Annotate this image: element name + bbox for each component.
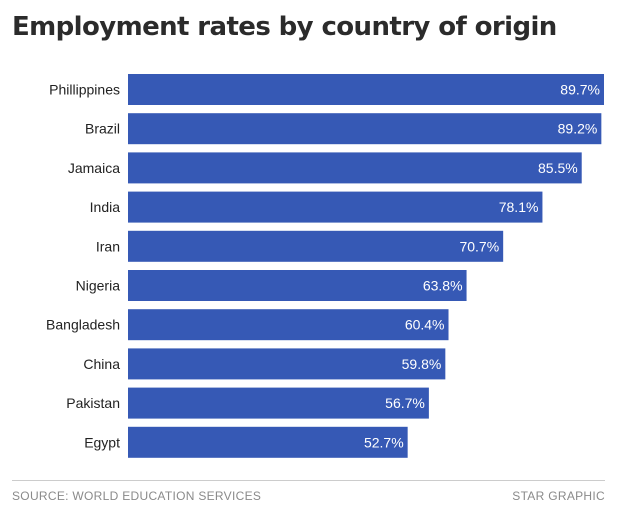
value-label-bangladesh: 60.4% [405,317,445,333]
category-label-brazil: Brazil [85,121,120,137]
bar-nigeria [128,270,467,301]
footer-divider [12,480,605,481]
value-label-nigeria: 63.8% [423,278,463,294]
bar-india [128,191,543,223]
bar-brazil [128,113,602,145]
value-label-china: 59.8% [402,356,442,372]
value-label-jamaica: 85.5% [538,160,578,176]
bar-china [128,348,446,380]
category-label-pakistan: Pakistan [66,395,120,411]
category-label-nigeria: Nigeria [76,278,121,294]
bar-iran [128,230,504,262]
bar-phillippines [128,74,604,105]
value-label-brazil: 89.2% [558,121,598,137]
category-label-phillippines: Phillippines [49,82,120,98]
category-label-egypt: Egypt [84,434,120,450]
bar-pakistan [128,387,429,419]
value-label-pakistan: 56.7% [385,395,425,411]
category-label-jamaica: Jamaica [68,160,120,176]
value-label-iran: 70.7% [459,238,499,254]
value-label-egypt: 52.7% [364,434,404,450]
category-label-bangladesh: Bangladesh [46,317,120,333]
value-label-phillippines: 89.7% [560,82,600,98]
graphic-credit: STAR GRAPHIC [512,489,605,503]
bar-jamaica [128,152,582,184]
category-label-china: China [83,356,120,372]
bar-chart: Phillippines 89.7% Brazil 89.2% Jamaica 85.5%… [46,74,604,458]
bar-egypt [128,426,408,458]
bar-bangladesh [128,309,449,341]
category-label-india: India [90,199,121,215]
category-label-iran: Iran [96,238,120,254]
chart-title: Employment rates by country of origin [12,12,557,42]
value-label-india: 78.1% [499,199,539,215]
source-note: SOURCE: WORLD EDUCATION SERVICES [12,489,262,503]
